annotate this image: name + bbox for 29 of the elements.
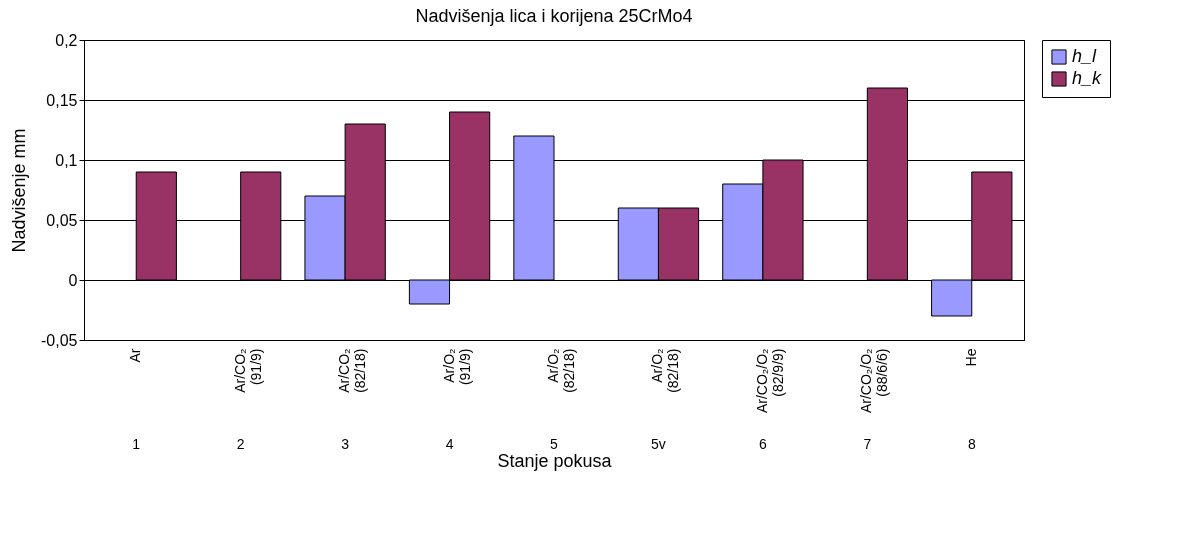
x-tick-label: Ar/CO₂ (91/9) (231, 348, 264, 393)
text: 1 (132, 436, 141, 452)
text: 3 (341, 436, 350, 452)
x-tick-label: Ar/O₂ (91/9) (440, 348, 473, 386)
x-tick-label: Ar/CO₂ (82/18) (336, 348, 369, 393)
y-tick-label: 0,1 (55, 151, 78, 169)
x-tick-label: Ar/O₂ (82/18) (545, 348, 577, 393)
text: 5 (550, 436, 559, 452)
x-axis-title: Stanje pokusa (497, 451, 613, 472)
x-tick-label: Ar (127, 348, 144, 363)
y-tick-label: 0,15 (46, 91, 78, 109)
x-tick-label: Ar/CO₂/O₂ (88/6/6) (858, 348, 891, 414)
text: 7 (863, 436, 872, 452)
y-tick-label: 0 (68, 271, 78, 289)
text: 5v (651, 436, 666, 452)
y-tick-label: 0,2 (55, 31, 78, 49)
text: 8 (967, 436, 976, 452)
x-tick-label: Ar/O₂ (82/18) (649, 348, 682, 393)
text: 2 (236, 436, 245, 452)
chart-title: Nadvišenja lica i korijena 25CrMo4 (415, 6, 693, 26)
x-tick-label: He (962, 348, 979, 367)
text: 6 (758, 436, 767, 452)
legend-label: h_k (1072, 68, 1103, 88)
x-tick-label: Ar/CO₂/O₂ (82/9/9) (753, 348, 786, 414)
text: 4 (445, 436, 454, 452)
legend-label: h_l (1072, 46, 1098, 66)
y-axis-title: Nadvišenje mm (9, 128, 30, 253)
y-tick-label: -0,05 (41, 331, 78, 349)
y-tick-label: 0,05 (46, 211, 78, 229)
